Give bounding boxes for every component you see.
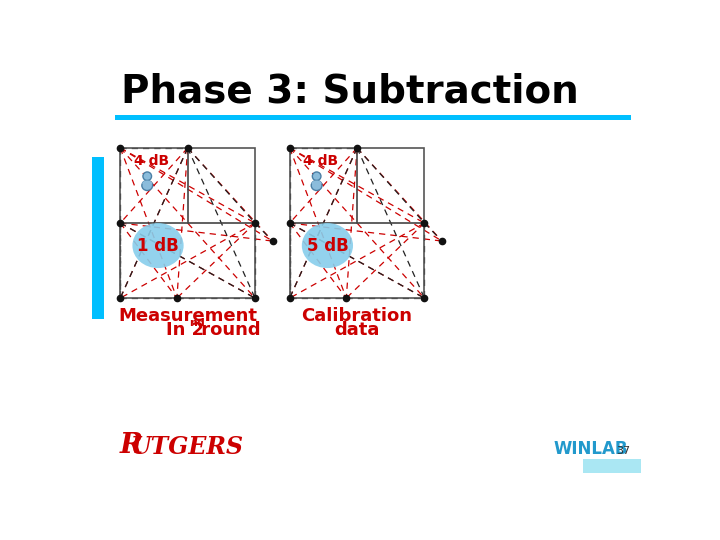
Text: Calibration: Calibration — [302, 307, 413, 325]
Circle shape — [143, 172, 151, 180]
Text: nd: nd — [189, 318, 205, 328]
Bar — [583, 459, 641, 473]
Text: UTGERS: UTGERS — [130, 435, 243, 459]
Text: 4 dB: 4 dB — [303, 154, 338, 168]
Text: Phase 3: Subtraction: Phase 3: Subtraction — [121, 72, 579, 111]
Text: In 2: In 2 — [166, 321, 204, 339]
Ellipse shape — [312, 180, 322, 186]
Ellipse shape — [142, 180, 153, 191]
Text: data: data — [334, 321, 379, 339]
Text: 37: 37 — [616, 446, 631, 456]
Text: R: R — [120, 432, 143, 459]
Ellipse shape — [311, 180, 322, 191]
Ellipse shape — [132, 223, 184, 268]
Text: WINLAB: WINLAB — [554, 440, 629, 457]
Bar — [92, 157, 104, 319]
Text: round: round — [195, 321, 261, 339]
Text: 5 dB: 5 dB — [307, 237, 348, 254]
Ellipse shape — [143, 180, 152, 186]
Text: Measurement: Measurement — [118, 307, 257, 325]
Text: 4 dB: 4 dB — [134, 154, 169, 168]
Circle shape — [312, 172, 321, 180]
Text: 1 dB: 1 dB — [137, 237, 179, 254]
Bar — [115, 115, 631, 120]
Ellipse shape — [302, 223, 353, 268]
